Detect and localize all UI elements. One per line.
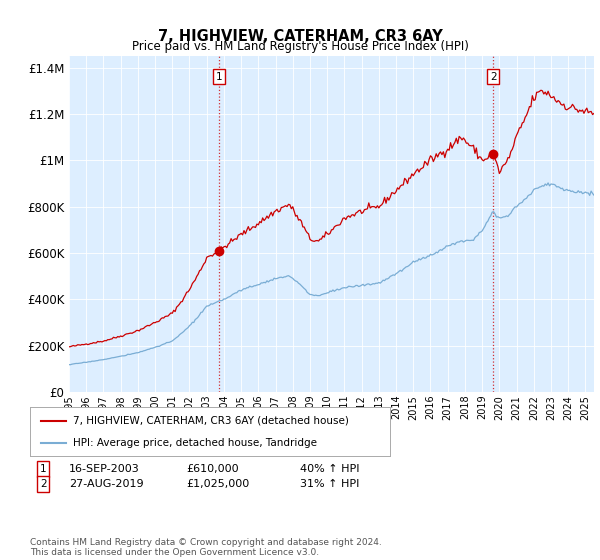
Text: Price paid vs. HM Land Registry's House Price Index (HPI): Price paid vs. HM Land Registry's House … <box>131 40 469 53</box>
Text: 16-SEP-2003: 16-SEP-2003 <box>69 464 140 474</box>
Text: 1: 1 <box>215 72 222 82</box>
Text: 7, HIGHVIEW, CATERHAM, CR3 6AY (detached house): 7, HIGHVIEW, CATERHAM, CR3 6AY (detached… <box>73 416 349 426</box>
Text: 2: 2 <box>490 72 497 82</box>
Text: 31% ↑ HPI: 31% ↑ HPI <box>300 479 359 489</box>
Text: 40% ↑ HPI: 40% ↑ HPI <box>300 464 359 474</box>
Text: Contains HM Land Registry data © Crown copyright and database right 2024.
This d: Contains HM Land Registry data © Crown c… <box>30 538 382 557</box>
Text: 2: 2 <box>40 479 47 489</box>
Text: 7, HIGHVIEW, CATERHAM, CR3 6AY: 7, HIGHVIEW, CATERHAM, CR3 6AY <box>158 29 442 44</box>
Text: £1,025,000: £1,025,000 <box>186 479 249 489</box>
Text: £610,000: £610,000 <box>186 464 239 474</box>
Text: HPI: Average price, detached house, Tandridge: HPI: Average price, detached house, Tand… <box>73 437 317 447</box>
Text: 1: 1 <box>40 464 47 474</box>
Text: 27-AUG-2019: 27-AUG-2019 <box>69 479 143 489</box>
